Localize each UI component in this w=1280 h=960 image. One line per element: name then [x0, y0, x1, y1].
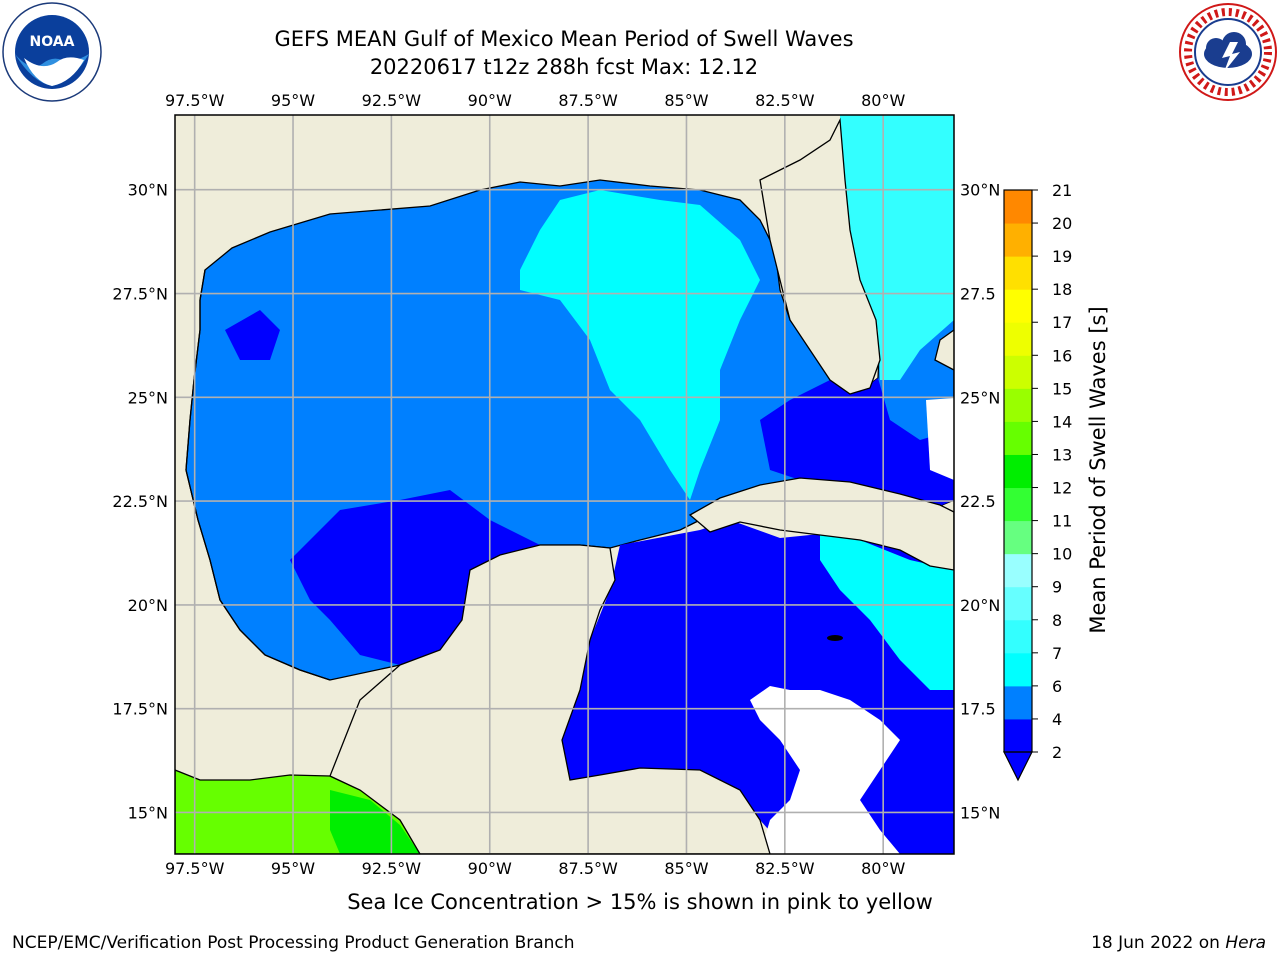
colorbar: 21 20 19 18 17 16 15 14 13 12 11 10 9 8 7 6 4 2 — [1003, 181, 1072, 782]
colorbar-tick-label: 15 — [1052, 379, 1072, 398]
colorbar-swatch — [1004, 256, 1032, 290]
masked-area-bahamas — [926, 398, 954, 480]
colorbar-swatch — [1004, 652, 1032, 687]
long-period-patch-north — [225, 310, 280, 360]
sea-ice-caption: Sea Ice Concentration > 15% is shown in … — [347, 890, 933, 914]
lat-label-left: 17.5°N — [112, 700, 168, 719]
map-title: GEFS MEAN Gulf of Mexico Mean Period of … — [274, 27, 854, 51]
colorbar-tick-label: 12 — [1052, 479, 1072, 498]
colorbar-swatch — [1004, 190, 1032, 224]
long-period-patch-west — [290, 490, 540, 665]
lon-label-top: 80°W — [861, 91, 905, 110]
lat-label-left: 20°N — [128, 596, 168, 615]
map-frame — [174, 114, 955, 855]
colorbar-tick-label: 18 — [1052, 280, 1072, 299]
colorbar-extend-arrow — [1003, 751, 1033, 782]
colorbar-swatch — [1004, 322, 1032, 356]
colorbar-swatch — [1004, 487, 1032, 522]
pacific-longer-period-patch — [330, 790, 420, 854]
colorbar-tick-label: 16 — [1052, 346, 1072, 365]
forecast-subtitle: 20220617 t12z 288h fcst Max: 12.12 — [369, 55, 759, 79]
lon-label-bottom: 87.5°W — [558, 859, 618, 878]
colorbar-frame — [1003, 189, 1033, 753]
lon-label-top: 90°W — [468, 91, 512, 110]
lon-label-bottom: 95°W — [271, 859, 315, 878]
colorbar-tick-label: 8 — [1052, 611, 1062, 630]
colorbar-tick-label: 14 — [1052, 412, 1072, 431]
colorbar-swatch — [1004, 685, 1032, 720]
colorbar-tick-label: 21 — [1052, 181, 1072, 200]
graticule — [175, 115, 954, 854]
lat-label-left: 27.5°N — [112, 285, 168, 304]
lon-label-top: 85°W — [664, 91, 708, 110]
lat-label-right: 30°N — [960, 181, 1000, 200]
footer-credit: NCEP/EMC/Verification Post Processing Pr… — [12, 933, 575, 953]
colorbar-tick-label: 13 — [1052, 445, 1072, 464]
lon-label-bottom: 97.5°W — [165, 859, 225, 878]
colorbar-swatch — [1004, 355, 1032, 389]
footer-date-text: 18 Jun 2022 on — [1091, 933, 1226, 953]
lon-label-bottom: 92.5°W — [362, 859, 422, 878]
lat-label-left: 22.5°N — [112, 492, 168, 511]
colorbar-swatch — [1004, 289, 1032, 323]
noaa-wordmark: NOAA — [30, 34, 75, 50]
colorbar-swatch — [1004, 520, 1032, 555]
tick-labels: 97.5°W 97.5°W 95°W 95°W 92.5°W 92.5°W 90°W 90°W… — [112, 91, 1000, 878]
footer-date: 18 Jun 2022 on Hera — [1091, 933, 1266, 953]
lat-label-right: 20°N — [960, 596, 1000, 615]
footer-host: Hera — [1225, 933, 1266, 953]
colorbar-tick-label: 11 — [1052, 512, 1072, 531]
colorbar-swatch — [1004, 718, 1032, 753]
lat-label-right: 27.5 — [960, 285, 996, 304]
jamaica-landmass — [827, 635, 843, 641]
lon-label-bottom: 80°W — [861, 859, 905, 878]
lat-label-right: 22.5 — [960, 492, 996, 511]
florida-landmass — [759, 117, 881, 395]
west-coast-outline — [185, 269, 331, 681]
yucatan-landmass — [329, 544, 771, 854]
nws-logo — [1179, 3, 1277, 101]
colorbar-tick-label: 7 — [1052, 644, 1062, 663]
colorbar-swatch — [1004, 586, 1032, 621]
lon-label-bottom: 90°W — [468, 859, 512, 878]
lat-label-left: 15°N — [128, 803, 168, 822]
colorbar-tick-label: 19 — [1052, 247, 1072, 266]
colorbar-swatch — [1004, 454, 1032, 489]
colorbar-tick-label: 17 — [1052, 313, 1072, 332]
colorbar-tick-label: 6 — [1052, 677, 1062, 696]
long-period-patch-east — [760, 378, 954, 510]
lat-label-right: 15°N — [960, 803, 1000, 822]
short-period-patch-central — [520, 190, 760, 500]
lat-label-left: 25°N — [128, 388, 168, 407]
colorbar-tick-label: 2 — [1052, 743, 1062, 762]
lon-label-top: 97.5°W — [165, 91, 225, 110]
atlantic-short-period-strip — [840, 115, 954, 380]
lat-label-right: 17.5 — [960, 700, 996, 719]
lat-label-left: 30°N — [128, 181, 168, 200]
lon-label-top: 87.5°W — [558, 91, 618, 110]
colorbar-swatch — [1004, 619, 1032, 654]
lon-label-bottom: 85°W — [664, 859, 708, 878]
colorbar-swatch — [1004, 553, 1032, 588]
colorbar-swatch — [1004, 223, 1032, 257]
colorbar-tick-label: 20 — [1052, 214, 1072, 233]
lat-label-right: 25°N — [960, 388, 1000, 407]
colorbar-tick-label: 4 — [1052, 710, 1062, 729]
lon-label-top: 92.5°W — [362, 91, 422, 110]
lon-label-bottom: 82.5°W — [755, 859, 815, 878]
noaa-logo: NOAA — [2, 2, 102, 102]
caribbean-short-period-strip — [820, 530, 954, 690]
lon-label-top: 95°W — [271, 91, 315, 110]
colorbar-label: Mean Period of Swell Waves [s] — [1086, 306, 1110, 634]
colorbar-swatch — [1004, 421, 1032, 455]
colorbar-swatch — [1004, 388, 1032, 422]
colorbar-tick-label: 9 — [1052, 578, 1062, 597]
colorbar-tick-label: 10 — [1052, 545, 1072, 564]
lon-label-top: 82.5°W — [755, 91, 815, 110]
